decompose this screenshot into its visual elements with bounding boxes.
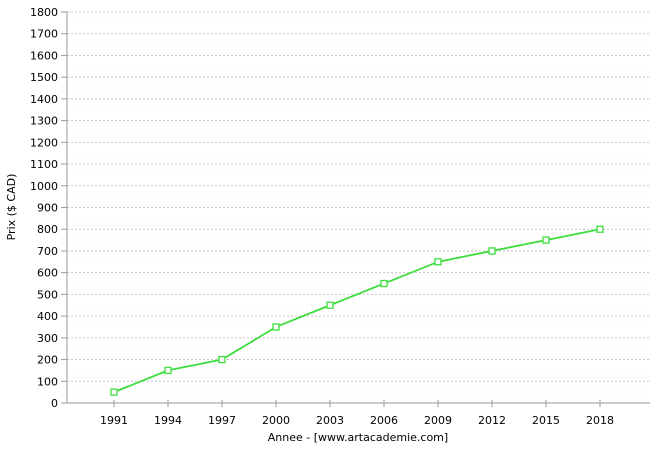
data-point-marker: [164, 366, 172, 375]
data-point-marker: [272, 323, 280, 331]
x-axis-label: Annee - [www.artacademie.com]: [268, 431, 448, 444]
x-tick-label: 1991: [100, 414, 128, 427]
x-tick-label: 2018: [586, 414, 614, 427]
axes: [66, 12, 650, 404]
y-tick-label: 1000: [30, 180, 58, 193]
x-tick-label: 1997: [208, 414, 236, 427]
data-point-marker: [488, 247, 496, 255]
data-point-marker: [434, 258, 442, 266]
y-axis-label: Prix ($ CAD): [5, 174, 18, 241]
y-tick-label: 1100: [30, 158, 58, 171]
y-tick-label: 1600: [30, 49, 58, 62]
y-tick-label: 1200: [30, 136, 58, 149]
line-series: [110, 225, 604, 396]
x-tick-label: 2003: [316, 414, 344, 427]
x-tick-label: 2015: [532, 414, 560, 427]
y-tick-label: 700: [37, 245, 58, 258]
minor-gridlines: [67, 22, 650, 393]
data-point-marker: [380, 279, 388, 288]
data-point-marker: [110, 388, 118, 396]
y-tick-label: 200: [37, 354, 58, 367]
data-point-marker: [218, 355, 226, 364]
y-tick-label: 1500: [30, 71, 58, 84]
y-tick-label: 1700: [30, 28, 58, 41]
y-tick-label: 400: [37, 310, 58, 323]
y-tick-label: 1800: [30, 6, 58, 19]
x-tick-label: 2009: [424, 414, 452, 427]
axis-ticks: [61, 11, 601, 407]
data-point-marker: [326, 301, 334, 309]
y-tick-label: 800: [37, 223, 58, 236]
y-tick-label: 500: [37, 288, 58, 301]
y-tick-label: 0: [51, 397, 58, 410]
x-tick-label: 2006: [370, 414, 398, 427]
data-point-marker: [542, 236, 550, 244]
y-tick-label: 100: [37, 375, 58, 388]
data-point-marker: [596, 225, 604, 233]
tick-labels: 0 100 200 300 400 500 600 700 800 900 1000 1100 1200…: [30, 6, 614, 427]
series-line: [113, 228, 601, 393]
x-tick-label: 1994: [154, 414, 182, 427]
y-tick-label: 600: [37, 267, 58, 280]
y-tick-label: 1400: [30, 93, 58, 106]
x-tick-label: 2012: [478, 414, 506, 427]
y-tick-label: 900: [37, 202, 58, 215]
y-tick-label: 1300: [30, 115, 58, 128]
y-tick-label: 300: [37, 332, 58, 345]
major-gridlines: [67, 11, 650, 382]
x-tick-label: 2000: [262, 414, 290, 427]
